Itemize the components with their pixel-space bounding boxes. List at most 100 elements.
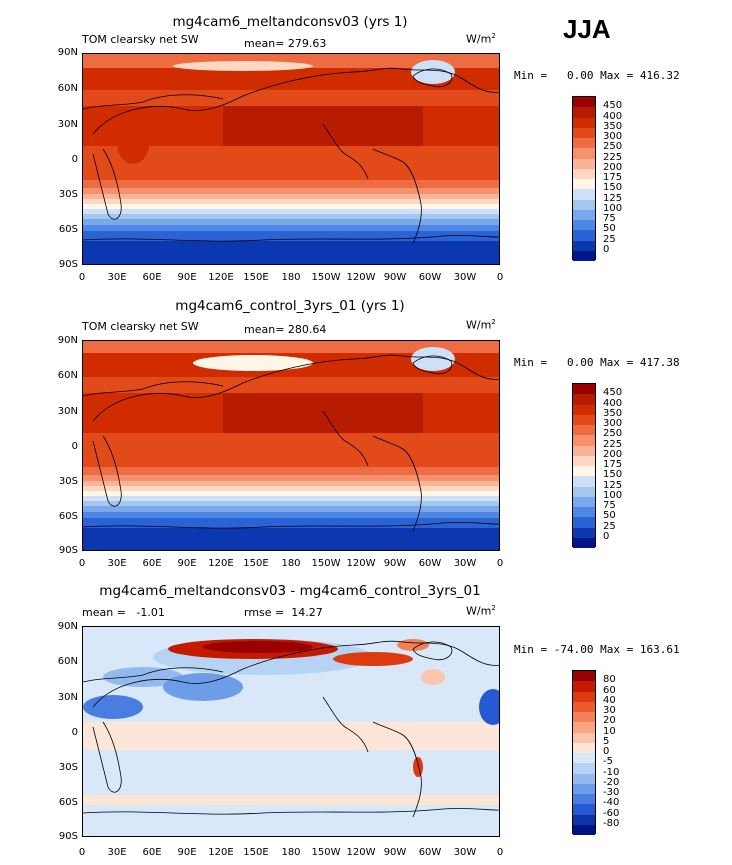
panel-2-title: mg4cam6_control_3yrs_01 (yrs 1)	[175, 298, 405, 314]
panel-1-units-sup: 2	[491, 32, 496, 40]
panel-3-stat-value: 14.27	[291, 606, 323, 619]
panel-2-stat: mean= 280.64	[244, 323, 326, 336]
panel-2-units-sup: 2	[491, 318, 496, 326]
panel-2-stat-label: mean=	[244, 323, 285, 336]
colorbar-swatch	[573, 107, 595, 118]
panel-1-stat-label: mean=	[244, 37, 285, 50]
p2-ytick: 60N	[57, 370, 78, 381]
colorbar-swatch	[573, 127, 595, 138]
colorbar-level-label: 60	[603, 684, 616, 696]
p3-xtick: 60E	[142, 847, 162, 858]
colorbar-level-label: 175	[603, 459, 623, 470]
colorbar-swatch	[573, 425, 595, 436]
colorbar-swatch	[573, 414, 595, 425]
colorbar-level-label: 30	[603, 705, 616, 716]
colorbar-level-label: 5	[603, 735, 610, 747]
colorbar-level-label: 0	[603, 746, 610, 757]
p1-xtick: 180	[281, 272, 301, 283]
p3-ytick: 90N	[57, 621, 78, 632]
colorbar-swatch	[573, 230, 595, 241]
p3-xtick: 60W	[418, 847, 442, 858]
colorbar-swatch	[573, 250, 595, 261]
colorbar-swatch	[573, 404, 595, 415]
colorbar-swatch	[573, 732, 595, 743]
p3-xtick: 150E	[243, 847, 269, 858]
panel-3-units-sup: 2	[491, 604, 496, 612]
colorbar-swatch	[573, 97, 595, 108]
colorbar-swatch	[573, 537, 595, 548]
panel-2-stat-value: 280.64	[287, 323, 327, 336]
colorbar-swatch	[573, 445, 595, 456]
panel-3-map	[82, 626, 500, 837]
colorbar-level-label: 75	[603, 213, 616, 224]
colorbar-swatch	[573, 138, 595, 149]
colorbar-level-label: -60	[603, 807, 620, 819]
colorbar-level-label: 300	[603, 418, 623, 429]
p1-ytick: 90S	[58, 259, 78, 270]
colorbar-level-label: 0	[603, 530, 610, 542]
colorbar-swatch	[573, 158, 595, 169]
colorbar-level-label: -20	[603, 776, 620, 788]
colorbar-level-label: 225	[603, 438, 623, 450]
panel-1-stat: mean= 279.63	[244, 37, 326, 50]
p2-xtick: 90E	[177, 558, 197, 569]
p1-ytick: 90N	[57, 47, 78, 58]
p3-ytick: 90S	[58, 831, 78, 842]
p3-xtick: 30W	[453, 847, 477, 858]
colorbar-level-label: -80	[603, 817, 620, 829]
colorbar-level-label: 125	[603, 479, 623, 491]
colorbar-level-label: 100	[603, 202, 623, 214]
colorbar-level-label: 50	[603, 510, 616, 522]
colorbar-swatch	[573, 117, 595, 128]
colorbar-swatch	[573, 384, 595, 395]
colorbar-swatch	[573, 671, 595, 682]
p2-xtick: 120E	[208, 558, 234, 569]
colorbar-level-label: 150	[603, 182, 623, 194]
p3-ytick: 60S	[58, 797, 78, 808]
colorbar-level-label: -30	[603, 787, 620, 798]
colorbar-level-label: 350	[603, 120, 623, 132]
panel-2-map	[82, 340, 500, 551]
colorbar-swatch	[573, 486, 595, 497]
p2-ytick: 30S	[58, 476, 78, 487]
panel-2-map-svg	[83, 341, 499, 550]
colorbar-level-label: 400	[603, 397, 623, 409]
colorbar-level-label: 40	[603, 694, 616, 706]
colorbar-level-label: 25	[603, 233, 616, 245]
p2-xtick: 180	[281, 558, 301, 569]
p3-xtick: 120W	[346, 847, 376, 858]
panel-1-map-svg	[83, 54, 499, 264]
panel-3-stat: rmse = 14.27	[244, 606, 323, 619]
panel-3-min-max: Min = -74.00 Max = 163.61	[514, 643, 680, 656]
colorbar-swatch	[573, 496, 595, 507]
panel-3-map-svg	[83, 627, 499, 836]
p2-xtick: 60E	[142, 558, 162, 569]
colorbar-swatch	[573, 773, 595, 784]
panel-3-mean-label: mean = -1.01	[82, 606, 165, 619]
colorbar-swatch	[573, 712, 595, 723]
colorbar-swatch	[573, 681, 595, 692]
colorbar-level-label: 200	[603, 161, 623, 173]
p2-xtick: 30W	[453, 558, 477, 569]
panel-1-units: W/m2	[466, 32, 496, 46]
colorbar-level-label: -5	[603, 756, 613, 768]
colorbar-level-label: 250	[603, 141, 623, 153]
colorbar-swatch	[573, 240, 595, 251]
colorbar-swatch	[573, 701, 595, 712]
panel-1-colorbar	[572, 96, 596, 261]
panel-2-min-max: Min = 0.00 Max = 417.38	[514, 356, 680, 369]
p2-ytick: 30N	[57, 406, 78, 417]
panel-1-variable-label: TOM clearsky net SW	[82, 33, 199, 46]
panel-3-title: mg4cam6_meltandconsv03 - mg4cam6_control…	[99, 583, 481, 599]
p3-xtick: 0	[496, 847, 504, 858]
colorbar-swatch	[573, 691, 595, 702]
colorbar-level-label: 225	[603, 151, 623, 163]
p1-xtick: 0	[78, 272, 86, 283]
colorbar-swatch	[573, 455, 595, 466]
p1-xtick: 60E	[142, 272, 162, 283]
colorbar-swatch	[573, 466, 595, 477]
colorbar-swatch	[573, 179, 595, 190]
colorbar-level-label: 125	[603, 192, 623, 204]
p1-ytick: 30N	[57, 119, 78, 130]
colorbar-level-label: 400	[603, 110, 623, 122]
